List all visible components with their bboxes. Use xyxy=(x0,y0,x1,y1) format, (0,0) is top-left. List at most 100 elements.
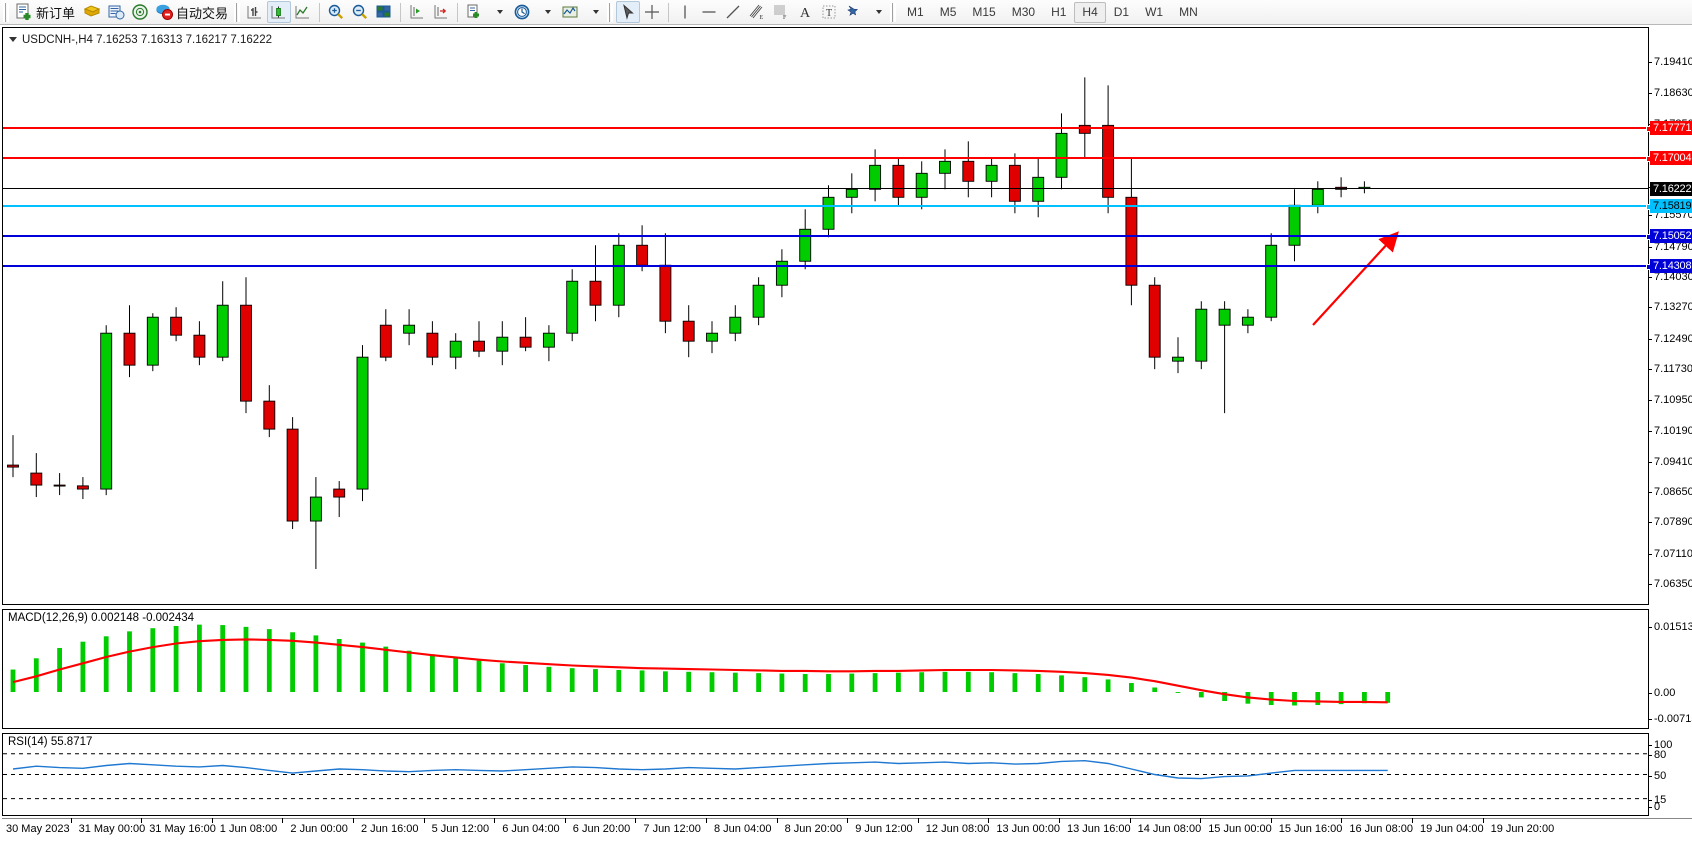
time-tick: 1 Jun 08:00 xyxy=(211,818,278,835)
price-level-line-last-price[interactable] xyxy=(3,188,1648,190)
price-panel[interactable]: USDCNH-,H4 7.16253 7.16313 7.16217 7.162… xyxy=(2,27,1652,605)
crosshair-button[interactable] xyxy=(640,1,664,23)
data-window-button[interactable] xyxy=(104,1,128,23)
candle-body xyxy=(7,464,19,468)
candle-body xyxy=(939,160,951,174)
candle-body xyxy=(589,280,602,306)
price-badge-support-2[interactable]: 7.14308 xyxy=(1650,258,1692,273)
candle-body xyxy=(1218,308,1231,326)
candle-body xyxy=(752,284,765,318)
candle-body xyxy=(1172,356,1184,362)
toolbar-separator-2 xyxy=(400,2,402,22)
candle-body xyxy=(53,484,66,487)
vertical-line-button[interactable] xyxy=(673,1,697,23)
zoom-in-button[interactable] xyxy=(324,1,348,23)
trendline-button[interactable] xyxy=(721,1,745,23)
candlestick-chart-button[interactable] xyxy=(267,1,292,23)
rsi-panel[interactable]: RSI(14) 55.8717 xyxy=(2,733,1649,816)
price-tick: 7.14790 xyxy=(1649,241,1692,253)
candle-body xyxy=(76,485,89,490)
price-badge-support-1[interactable]: 7.15052 xyxy=(1650,229,1692,244)
price-badge-pivot[interactable]: 7.15819 xyxy=(1650,198,1692,213)
text-label-button[interactable]: T xyxy=(817,1,841,23)
timeframe-d1[interactable]: D1 xyxy=(1113,5,1130,19)
new-chart-button[interactable] xyxy=(462,1,486,23)
price-badge-resistance-1[interactable]: 7.17004 xyxy=(1650,151,1692,166)
chart-shift-button[interactable] xyxy=(405,1,429,23)
zoom-out-button[interactable] xyxy=(348,1,372,23)
indicators-dropdown[interactable] xyxy=(582,1,606,23)
macd-histogram-bar xyxy=(1362,692,1367,704)
price-level-line-resistance-1[interactable] xyxy=(3,156,1652,163)
time-tick: 2 Jun 00:00 xyxy=(282,818,348,835)
time-tick: 13 Jun 00:00 xyxy=(988,818,1061,835)
toolbar-grip[interactable] xyxy=(3,2,9,22)
candle-body xyxy=(612,244,625,306)
timeframes-button[interactable] xyxy=(510,1,534,23)
price-tick: 7.13270 xyxy=(1649,301,1692,313)
timeframe-m5[interactable]: M5 xyxy=(939,5,957,19)
svg-text:E: E xyxy=(760,15,764,21)
toolbar-grip-2[interactable] xyxy=(234,2,241,22)
toolbar-separator xyxy=(319,2,321,22)
zoom-in-icon xyxy=(328,4,344,20)
timeframe-m30[interactable]: M30 xyxy=(1011,5,1036,19)
timeframes-icon xyxy=(514,4,530,20)
price-level-line-support-2[interactable] xyxy=(3,263,1652,270)
candle-body xyxy=(542,332,555,348)
time-tick: 8 Jun 20:00 xyxy=(776,818,843,835)
fibonacci-button[interactable]: F xyxy=(769,1,793,23)
price-level-line-resistance-2[interactable] xyxy=(3,125,1652,132)
time-tick: 6 Jun 20:00 xyxy=(564,818,631,835)
collapse-arrow-icon[interactable] xyxy=(9,37,17,43)
timeframes-dropdown[interactable] xyxy=(534,1,558,23)
navigator-button[interactable] xyxy=(128,1,152,23)
timeframe-h1[interactable]: H1 xyxy=(1051,5,1067,19)
timeframe-m15[interactable]: M15 xyxy=(972,5,996,19)
macd-histogram-bar xyxy=(639,670,645,692)
text-button[interactable]: A xyxy=(793,1,817,23)
macd-histogram-bar xyxy=(197,624,202,692)
macd-panel[interactable]: MACD(12,26,9) 0.002148 -0.002434 xyxy=(2,609,1649,729)
shapes-button[interactable] xyxy=(841,1,865,23)
shapes-dropdown[interactable] xyxy=(865,1,889,23)
macd-histogram-bar xyxy=(383,646,389,692)
indicators-button[interactable] xyxy=(558,1,582,23)
time-tick: 19 Jun 20:00 xyxy=(1482,818,1555,835)
line-chart-button[interactable] xyxy=(291,1,315,23)
macd-histogram-bar xyxy=(802,674,808,692)
expert-advisors-button[interactable] xyxy=(80,1,104,23)
autotrading-button[interactable]: 自动交易 xyxy=(152,1,233,23)
macd-histogram-bar xyxy=(663,671,668,692)
new-order-button[interactable]: 新订单 xyxy=(12,1,80,23)
time-axis[interactable]: 30 May 2023 31 May 00:00 31 May 16:00 1 Jun… xyxy=(2,818,1649,842)
candle-body xyxy=(379,324,392,358)
timeframe-h4[interactable]: H4 xyxy=(1074,1,1106,23)
candle-body xyxy=(962,160,975,182)
timeframe-m1[interactable]: M1 xyxy=(907,5,924,19)
toolbar-grip-3[interactable] xyxy=(607,2,614,22)
horizontal-line-button[interactable] xyxy=(697,1,721,23)
tile-windows-button[interactable] xyxy=(372,1,396,23)
auto-scroll-button[interactable] xyxy=(429,1,453,23)
price-badge-last-price[interactable]: 7.16222 xyxy=(1650,182,1692,197)
price-axis[interactable]: 7.194107.186307.178507.170707.162907.155… xyxy=(1649,27,1692,816)
price-tick: 7.09410 xyxy=(1649,456,1692,468)
toolbar-grip-4[interactable] xyxy=(890,2,897,22)
macd-histogram-bar xyxy=(1105,679,1111,692)
new-chart-dropdown[interactable] xyxy=(486,1,510,23)
bar-chart-button[interactable] xyxy=(243,1,267,23)
price-level-line-support-1[interactable] xyxy=(3,234,1652,241)
macd-axis-tick: -0.007156 xyxy=(1649,713,1692,725)
chevron-down-icon xyxy=(592,10,599,14)
candle-body xyxy=(566,280,579,334)
price-tick: 7.18630 xyxy=(1649,87,1692,99)
price-badge-resistance-2[interactable]: 7.17771 xyxy=(1650,120,1692,135)
cursor-button[interactable] xyxy=(616,1,641,23)
timeframe-w1[interactable]: W1 xyxy=(1145,5,1164,19)
candle-body xyxy=(775,260,788,286)
timeframe-mn[interactable]: MN xyxy=(1179,5,1198,19)
equidistant-channel-button[interactable]: E xyxy=(745,1,769,23)
macd-histogram-bar xyxy=(872,673,878,692)
price-level-line-pivot[interactable] xyxy=(3,203,1652,210)
